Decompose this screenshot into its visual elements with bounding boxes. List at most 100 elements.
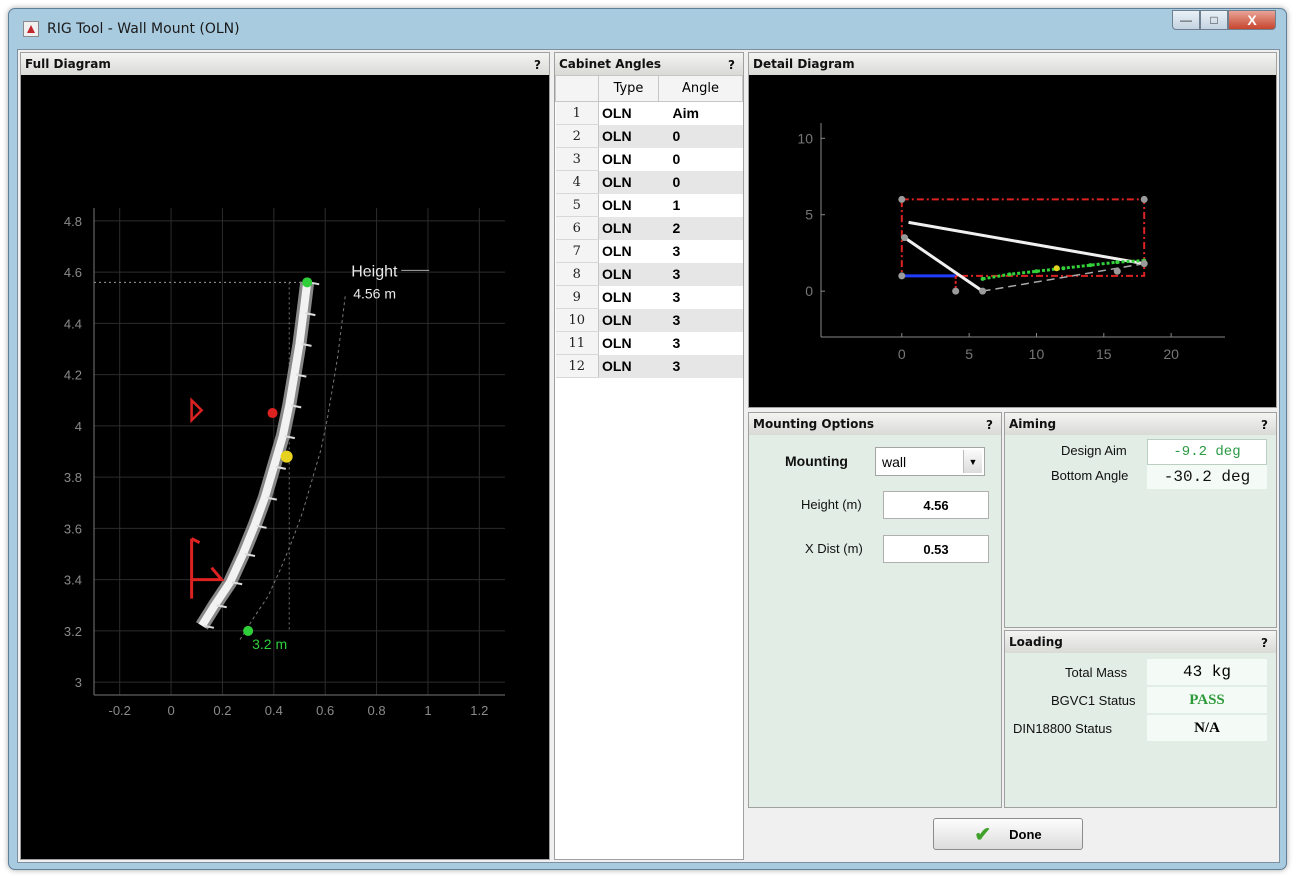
row-index: 7 bbox=[555, 239, 599, 263]
minimize-button[interactable]: — bbox=[1172, 10, 1200, 30]
x-tick-label: 5 bbox=[965, 346, 973, 362]
table-row[interactable]: 10 OLN 3 bbox=[555, 308, 743, 332]
row-angle[interactable]: 0 bbox=[658, 170, 743, 194]
table-row[interactable]: 6 OLN 2 bbox=[555, 216, 743, 240]
coverage-point bbox=[980, 276, 985, 281]
checkmark-icon: ✔ bbox=[974, 823, 992, 846]
coverage-point bbox=[1115, 260, 1120, 265]
cabinet-tick bbox=[203, 624, 215, 629]
full-diagram-help-icon[interactable]: ? bbox=[534, 58, 541, 72]
row-type[interactable]: OLN bbox=[602, 105, 632, 122]
row-angle[interactable]: 0 bbox=[658, 124, 743, 148]
row-angle[interactable]: 3 bbox=[658, 262, 743, 286]
coverage-box bbox=[900, 198, 1146, 277]
y-tick-label: 4.8 bbox=[64, 214, 82, 229]
y-tick-label: 4.2 bbox=[64, 368, 82, 383]
vertex-marker bbox=[1113, 267, 1121, 275]
table-row[interactable]: 1 OLN Aim bbox=[555, 101, 743, 125]
row-index: 3 bbox=[555, 147, 599, 171]
row-angle[interactable]: 3 bbox=[672, 289, 681, 305]
design-aim-value: -9.2 deg bbox=[1147, 439, 1267, 465]
window-controls: — □ X bbox=[1172, 10, 1276, 30]
done-button[interactable]: ✔ Done bbox=[933, 818, 1083, 850]
client-area: Full Diagram ? -0.2 0 0.2 0.4 0.6 0.8 1 1.2 3 3.2… bbox=[17, 49, 1280, 863]
row-index: 10 bbox=[555, 308, 599, 332]
table-row[interactable]: 3 OLN 0 bbox=[555, 147, 743, 171]
close-button[interactable]: X bbox=[1228, 10, 1276, 30]
aiming-help-icon[interactable]: ? bbox=[1261, 418, 1268, 432]
row-angle[interactable]: 0 bbox=[672, 151, 681, 167]
detail-diagram-chart: 0 5 10 15 20 0 5 10 bbox=[797, 123, 1225, 362]
window-title: RIG Tool - Wall Mount (OLN) bbox=[47, 21, 240, 37]
row-angle[interactable]: 1 bbox=[672, 197, 681, 213]
row-type[interactable]: OLN bbox=[602, 243, 632, 259]
chevron-down-icon[interactable]: ▼ bbox=[963, 450, 982, 473]
row-type[interactable]: OLN bbox=[598, 170, 659, 194]
table-row[interactable]: 4 OLN 0 bbox=[555, 170, 743, 194]
row-angle[interactable]: Aim bbox=[672, 105, 699, 122]
loading-help-icon[interactable]: ? bbox=[1261, 636, 1268, 650]
index-header bbox=[555, 75, 599, 102]
xdist-input[interactable]: 0.53 bbox=[883, 535, 989, 563]
mounting-select[interactable]: wall ▼ bbox=[875, 447, 985, 476]
vertex-marker bbox=[952, 287, 960, 295]
detail-diagram-plot-area: 0 5 10 15 20 0 5 10 bbox=[749, 75, 1276, 407]
table-row[interactable]: 8 OLN 3 bbox=[555, 262, 743, 286]
mounting-options-title: Mounting Options bbox=[753, 417, 875, 431]
design-aim-label: Design Aim bbox=[1061, 443, 1127, 458]
row-type[interactable]: OLN bbox=[602, 151, 632, 167]
bottom-angle-value: -30.2 deg bbox=[1147, 465, 1267, 489]
y-tick-label: 10 bbox=[797, 130, 813, 146]
table-row[interactable]: 12 OLN 3 bbox=[555, 354, 743, 378]
cabinet-tick bbox=[256, 524, 267, 529]
upper-bracket-icon bbox=[190, 397, 204, 424]
app-window: RIG Tool - Wall Mount (OLN) — □ X Full D… bbox=[8, 8, 1287, 870]
total-mass-value: 43 kg bbox=[1147, 659, 1267, 685]
xdist-label: X Dist (m) bbox=[805, 541, 863, 556]
mounting-options-header: Mounting Options ? bbox=[749, 413, 1001, 436]
table-row[interactable]: 9 OLN 3 bbox=[555, 285, 743, 309]
row-angle[interactable]: 3 bbox=[672, 335, 681, 351]
loading-panel: Loading ? Total Mass 43 kg BGVC1 Status … bbox=[1004, 630, 1277, 808]
row-angle[interactable]: 3 bbox=[672, 243, 681, 259]
mounting-options-help-icon[interactable]: ? bbox=[986, 418, 993, 432]
aiming-header: Aiming ? bbox=[1005, 413, 1276, 436]
cabinet-tick bbox=[305, 312, 316, 317]
maximize-button[interactable]: □ bbox=[1200, 10, 1228, 30]
row-type[interactable]: OLN bbox=[602, 289, 632, 305]
row-angle[interactable]: 3 bbox=[658, 308, 743, 332]
cabinet-angles-help-icon[interactable]: ? bbox=[728, 58, 735, 72]
table-row[interactable]: 11 OLN 3 bbox=[555, 331, 743, 355]
aiming-panel: Aiming ? Design Aim -9.2 deg Bottom Angl… bbox=[1004, 412, 1277, 628]
row-type[interactable]: OLN bbox=[598, 262, 659, 286]
x-tick-label: 0.8 bbox=[368, 703, 386, 718]
row-type[interactable]: OLN bbox=[598, 216, 659, 240]
full-diagram-plot-area: -0.2 0 0.2 0.4 0.6 0.8 1 1.2 3 3.2 3.4 3.6 3.8 4 4.2 4.… bbox=[21, 75, 549, 859]
row-type[interactable]: OLN bbox=[598, 308, 659, 332]
vertex-marker bbox=[898, 272, 906, 280]
table-header-row: Type Angle bbox=[555, 75, 743, 102]
angle-header[interactable]: Angle bbox=[658, 75, 743, 102]
row-type[interactable]: OLN bbox=[598, 124, 659, 148]
x-tick-label: -0.2 bbox=[108, 703, 130, 718]
title-bar[interactable]: RIG Tool - Wall Mount (OLN) — □ X bbox=[9, 9, 1286, 47]
x-tick-label: 1 bbox=[424, 703, 431, 718]
row-type[interactable]: OLN bbox=[602, 335, 632, 351]
full-diagram-panel: Full Diagram ? -0.2 0 0.2 0.4 0.6 0.8 1 1.2 3 3.2… bbox=[20, 52, 550, 860]
row-angle[interactable]: 3 bbox=[658, 354, 743, 378]
row-type[interactable]: OLN bbox=[598, 354, 659, 378]
row-type[interactable]: OLN bbox=[602, 197, 632, 213]
cabinet-angles-body: Type Angle 1 OLN Aim 2 OLN 0 3 OLN 0 4 OLN 0 5 OLN 1 6 O… bbox=[555, 75, 743, 859]
loading-header: Loading ? bbox=[1005, 631, 1276, 654]
table-row[interactable]: 7 OLN 3 bbox=[555, 239, 743, 263]
mounting-label: Mounting bbox=[785, 453, 848, 469]
height-input[interactable]: 4.56 bbox=[883, 491, 989, 519]
table-row[interactable]: 2 OLN 0 bbox=[555, 124, 743, 148]
row-angle[interactable]: 2 bbox=[658, 216, 743, 240]
x-tick-label: 15 bbox=[1096, 346, 1112, 362]
mounting-options-body: Mounting wall ▼ Height (m) 4.56 X Dist (… bbox=[749, 435, 1001, 807]
cabinet-angles-table[interactable]: Type Angle 1 OLN Aim 2 OLN 0 3 OLN 0 4 OLN 0 5 OLN 1 6 O… bbox=[555, 75, 743, 859]
din-label: DIN18800 Status bbox=[1013, 721, 1113, 736]
table-row[interactable]: 5 OLN 1 bbox=[555, 193, 743, 217]
type-header[interactable]: Type bbox=[598, 75, 659, 102]
